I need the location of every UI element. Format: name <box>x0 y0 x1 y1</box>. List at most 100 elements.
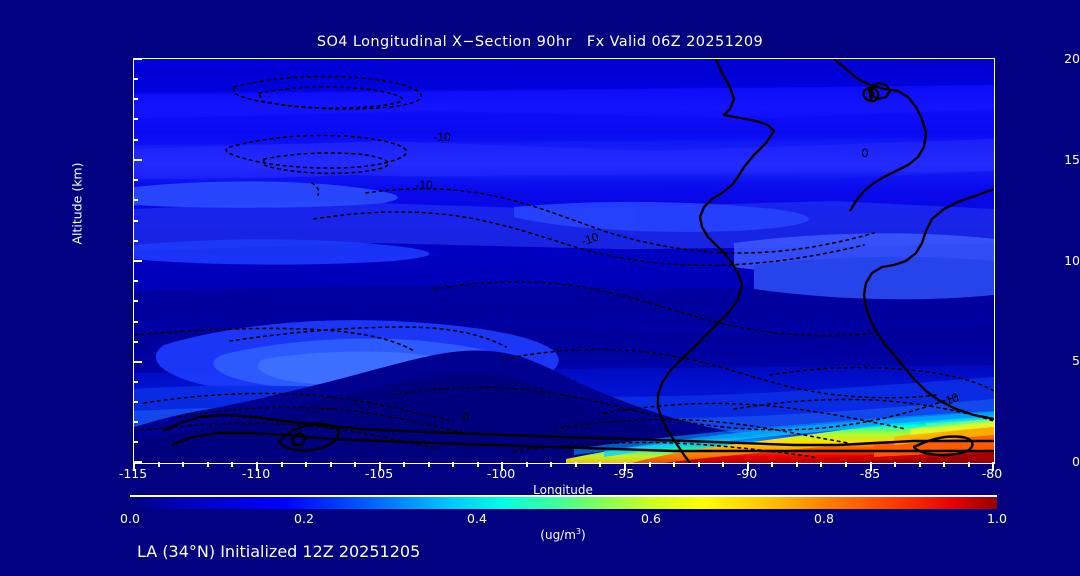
y-tick-20: 20 <box>1064 51 1080 66</box>
y-tick-mark-minor <box>133 179 138 181</box>
positive-temperature-contours <box>163 59 994 463</box>
x-tick-m115: -115 <box>118 466 148 481</box>
x-tick-mark-minor <box>649 462 651 467</box>
x-tick-mark-major <box>133 462 135 471</box>
y-tick-15: 15 <box>1064 152 1080 167</box>
plot-area: -10-10-100010010-1010000 <box>133 58 995 464</box>
colorbar-unit-label: (ug/m3) <box>133 527 993 542</box>
colorbar-unit-suffix: ) <box>581 528 586 542</box>
colorbar-tick-4: 0.8 <box>814 511 834 526</box>
x-tick-mark-major <box>501 462 503 471</box>
x-tick-mark-minor <box>894 462 896 467</box>
x-tick-mark-minor <box>673 462 675 467</box>
y-tick-mark-minor <box>133 220 138 222</box>
contour-label-group: -10 <box>415 178 433 192</box>
colorbar-tick-0: 0.0 <box>120 511 140 526</box>
y-tick-mark-minor <box>133 321 138 323</box>
contour-labels: -10-10-100010010-1010000 <box>415 130 961 424</box>
footer-caption: LA (34°N) Initialized 12Z 20251205 <box>137 542 421 561</box>
y-tick-5: 5 <box>1072 353 1080 368</box>
x-tick-mark-minor <box>550 462 552 467</box>
y-tick-mark-major <box>133 260 142 262</box>
y-tick-mark-minor <box>133 401 138 403</box>
contour-label: -10 <box>433 130 451 144</box>
y-tick-mark-major <box>133 159 142 161</box>
x-tick-mark-minor <box>330 462 332 467</box>
y-tick-mark-minor <box>133 98 138 100</box>
colorbar-tick-3: 0.6 <box>641 511 661 526</box>
y-tick-mark-minor <box>133 139 138 141</box>
y-tick-mark-major <box>133 58 142 60</box>
y-tick-10: 10 <box>1064 253 1080 268</box>
page-title: SO4 Longitudinal X−Section 90hr Fx Valid… <box>316 34 764 50</box>
y-tick-mark-minor <box>133 421 138 423</box>
x-tick-mark-minor <box>845 462 847 467</box>
y-tick-mark-minor <box>133 381 138 383</box>
x-tick-mark-minor <box>796 462 798 467</box>
x-tick-mark-minor <box>722 462 724 467</box>
x-tick-m95: -95 <box>613 466 635 481</box>
y-tick-mark-minor <box>133 240 138 242</box>
x-tick-mark-minor <box>698 462 700 467</box>
y-axis-label: Altitude (km) <box>69 162 85 245</box>
x-tick-mark-minor <box>182 462 184 467</box>
colorbar-gradient <box>130 497 997 509</box>
y-tick-mark-minor <box>133 280 138 282</box>
x-tick-mark-minor <box>968 462 970 467</box>
x-tick-mark-minor <box>428 462 430 467</box>
contour-label: 10 <box>943 390 961 408</box>
contour-label-group: -10 <box>433 130 451 144</box>
x-tick-mark-major <box>624 462 626 471</box>
x-tick-mark-minor <box>575 462 577 467</box>
contour-label: -10 <box>580 230 601 249</box>
contour-label-group: 0 <box>463 410 470 424</box>
x-tick-mark-minor <box>403 462 405 467</box>
x-tick-mark-minor <box>158 462 160 467</box>
y-tick-mark-minor <box>133 118 138 120</box>
contour-label: 0 <box>862 146 869 160</box>
y-tick-mark-minor <box>133 300 138 302</box>
elevated-layers <box>134 181 994 300</box>
x-tick-mark-minor <box>771 462 773 467</box>
x-tick-m105: -105 <box>364 466 394 481</box>
colorbar-tick-5: 1.0 <box>987 511 1007 526</box>
y-tick-mark-minor <box>133 199 138 201</box>
colorbar-unit-prefix: (ug/m <box>540 528 576 542</box>
colorbar-top-rule <box>130 495 997 497</box>
x-tick-m110: -110 <box>241 466 271 481</box>
contour-label: 0 <box>463 410 470 424</box>
y-tick-mark-major <box>133 461 142 463</box>
colorbar <box>130 495 997 509</box>
so4-cross-section-field: -10-10-100010010-1010000 <box>134 59 994 463</box>
y-tick-mark-minor <box>133 78 138 80</box>
x-tick-mark-minor <box>231 462 233 467</box>
colorbar-tick-1: 0.2 <box>294 511 314 526</box>
x-tick-mark-minor <box>305 462 307 467</box>
colorbar-tick-2: 0.4 <box>467 511 487 526</box>
x-tick-mark-major <box>992 462 994 471</box>
x-tick-mark-minor <box>599 462 601 467</box>
contour-label-group: 0 <box>862 146 869 160</box>
x-tick-m100: -100 <box>486 466 516 481</box>
x-tick-m80: -80 <box>981 466 1003 481</box>
x-tick-mark-minor <box>207 462 209 467</box>
contour-label-group: 10 <box>943 390 961 408</box>
x-tick-m90: -90 <box>736 466 758 481</box>
x-tick-mark-minor <box>820 462 822 467</box>
x-tick-mark-minor <box>477 462 479 467</box>
y-tick-mark-minor <box>133 341 138 343</box>
x-tick-mark-major <box>747 462 749 471</box>
plot-inner: -10-10-100010010-1010000 <box>134 59 994 463</box>
colorbar-unit-exponent: 3 <box>575 527 582 536</box>
x-tick-mark-minor <box>354 462 356 467</box>
x-tick-mark-minor <box>943 462 945 467</box>
x-tick-mark-minor <box>281 462 283 467</box>
contour-label: -10 <box>415 178 433 192</box>
x-tick-mark-minor <box>452 462 454 467</box>
x-tick-mark-major <box>870 462 872 471</box>
x-tick-mark-major <box>256 462 258 471</box>
y-tick-mark-major <box>133 361 142 363</box>
x-axis-label: Longitude <box>533 483 593 497</box>
contour-label-group: -10 <box>580 230 601 249</box>
